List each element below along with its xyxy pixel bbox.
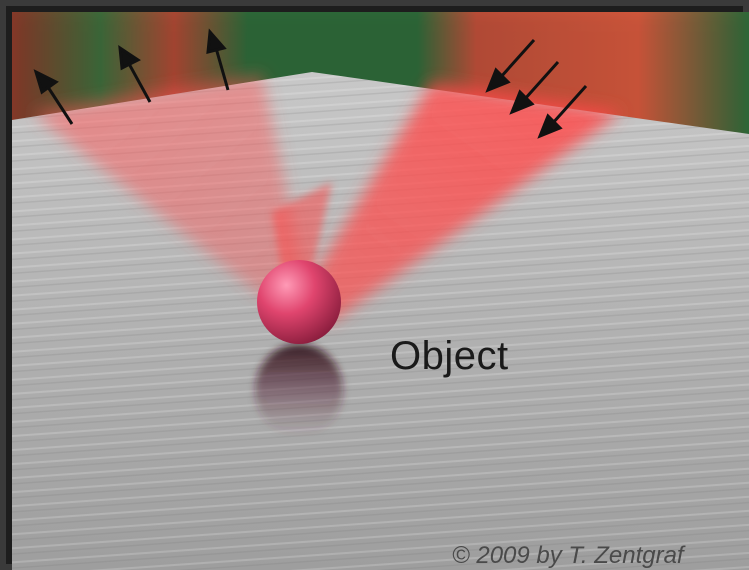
arrow-down-left-icon	[509, 60, 560, 115]
arrow-up-left-icon	[33, 69, 74, 125]
arrow-up-left-icon	[206, 28, 230, 91]
sphere-reflection	[255, 344, 343, 436]
object-label: Object	[390, 334, 509, 378]
arrow-down-left-icon	[485, 38, 536, 93]
reflected-beam	[32, 74, 312, 312]
scene: Object © 2009 by T. Zentgraf	[12, 12, 749, 570]
arrow-down-left-icon	[537, 84, 588, 139]
incident-beam	[292, 82, 622, 322]
arrow-up-left-icon	[118, 44, 152, 103]
object-sphere	[257, 260, 341, 344]
scene-illustration	[12, 12, 749, 570]
copyright-notice: © 2009 by T. Zentgraf	[452, 542, 684, 569]
